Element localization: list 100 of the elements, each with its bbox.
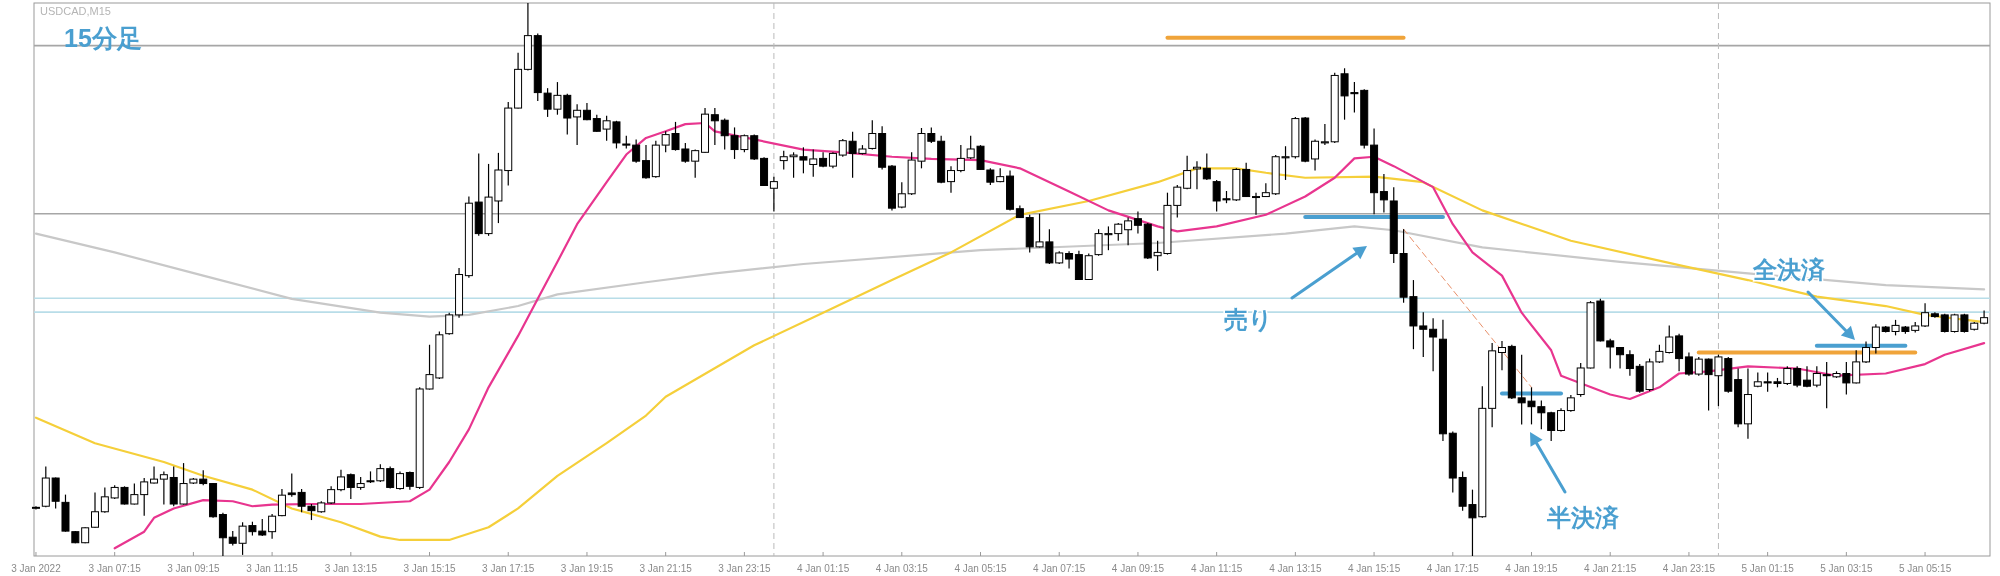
candlestick [681, 142, 690, 164]
candlestick [1192, 160, 1201, 190]
candlestick [1812, 365, 1821, 388]
candlestick [91, 491, 99, 529]
candlestick [779, 150, 788, 171]
x-tick-label: 3 Jan 07:15 [88, 563, 142, 574]
x-tick-label: 5 Jan 01:15 [1741, 563, 1795, 574]
x-tick-label: 5 Jan 05:15 [1898, 563, 1952, 574]
candlestick [789, 151, 798, 179]
x-tick-label: 4 Jan 03:15 [875, 563, 929, 574]
candlestick [336, 469, 345, 492]
candlestick [159, 470, 168, 506]
candlestick [1842, 361, 1851, 396]
candlestick [1822, 361, 1831, 409]
candlestick [140, 477, 149, 517]
candlestick [287, 473, 296, 498]
candlestick [1704, 357, 1713, 412]
candlestick [297, 488, 306, 513]
annotation: 半決済 [1546, 504, 1619, 531]
candlestick [612, 120, 621, 150]
x-tick-label: 4 Jan 23:15 [1662, 563, 1716, 574]
x-tick-label: 4 Jan 11:15 [1190, 563, 1243, 574]
candlestick [691, 148, 700, 179]
x-tick-label: 3 Jan 2022 [11, 563, 62, 574]
candlestick [100, 486, 109, 514]
candlestick [671, 121, 680, 152]
x-tick-label: 3 Jan 11:15 [246, 563, 299, 574]
candlestick [1320, 123, 1329, 146]
x-tick-label: 3 Jan 21:15 [639, 563, 693, 574]
x-tick-label: 4 Jan 13:15 [1269, 563, 1322, 574]
candlestick [947, 165, 955, 194]
candlestick [268, 513, 277, 540]
candlestick [1252, 192, 1261, 216]
candlestick [238, 521, 247, 556]
candlestick [868, 119, 877, 151]
candlestick [1665, 324, 1674, 355]
candlestick [1468, 489, 1477, 557]
candlestick [218, 512, 227, 557]
x-tick-label: 3 Jan 17:15 [482, 563, 535, 574]
x-tick-label: 5 Jan 03:15 [1820, 563, 1873, 574]
candlestick [1153, 240, 1162, 272]
x-tick-label: 4 Jan 05:15 [954, 563, 1008, 574]
candlestick [346, 473, 355, 500]
candlestick [1212, 179, 1221, 213]
candlestick [1035, 213, 1044, 249]
chart-title: USDCAD,M15 [40, 5, 111, 17]
x-tick-label: 4 Jan 07:15 [1033, 563, 1086, 574]
candlestick [1183, 155, 1192, 190]
candlestick [1527, 386, 1536, 425]
candlestick [1104, 225, 1113, 251]
candlestick [1675, 333, 1684, 372]
text: 15分足 [64, 24, 142, 52]
x-tick-label: 4 Jan 15:15 [1347, 563, 1401, 574]
candlestick [1763, 371, 1772, 393]
candlestick [1517, 354, 1526, 425]
candlestick [1625, 349, 1634, 377]
candlestick [1045, 228, 1054, 265]
candlestick [602, 115, 611, 142]
annotation: 売り [1223, 306, 1273, 333]
candlestick [1133, 210, 1142, 235]
candlestick [1350, 81, 1359, 114]
x-tick-label: 4 Jan 17:15 [1426, 563, 1480, 574]
candlestick [563, 93, 572, 136]
candlestick [150, 465, 159, 485]
x-tick-label: 3 Jan 09:15 [167, 563, 220, 574]
candlestick [720, 117, 729, 151]
candlestick [179, 462, 188, 506]
candlestick [1871, 323, 1880, 355]
candlestick [130, 482, 139, 506]
candlestick [809, 148, 818, 178]
candlestick [1684, 351, 1693, 377]
candlestick [543, 87, 552, 118]
candlestick [641, 144, 650, 180]
x-tick-label: 4 Jan 01:15 [796, 563, 850, 574]
candlestick [632, 138, 641, 164]
candlestick [1379, 173, 1388, 214]
candlestick [573, 103, 582, 146]
candlestick [1547, 411, 1556, 442]
candlestick [1202, 152, 1211, 181]
candlestick [1340, 67, 1349, 121]
candlestick [799, 146, 808, 174]
candlestick [730, 126, 739, 160]
x-tick-label: 3 Jan 19:15 [560, 563, 614, 574]
candlestick [1311, 138, 1320, 172]
candlestick [848, 131, 857, 179]
candlestick [1714, 354, 1723, 407]
candlestick [1094, 228, 1103, 257]
x-tick-label: 4 Jan 19:15 [1505, 563, 1559, 574]
candlestick [1124, 216, 1133, 246]
candlestick [1173, 184, 1182, 219]
candlestick [769, 176, 778, 213]
candlestick [1419, 311, 1428, 358]
x-tick-label: 3 Jan 13:15 [324, 563, 378, 574]
candlestick [277, 488, 286, 517]
candlestick [1065, 250, 1074, 270]
candlestick [661, 130, 670, 153]
candlestick [966, 135, 975, 160]
candlestick [710, 107, 719, 146]
candlestick [1497, 340, 1506, 371]
candlestick [1852, 349, 1861, 385]
